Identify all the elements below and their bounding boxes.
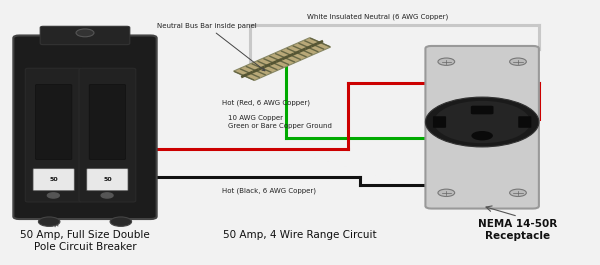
- Circle shape: [101, 193, 113, 198]
- FancyBboxPatch shape: [518, 116, 532, 128]
- Text: 50 Amp, Full Size Double
Pole Circuit Breaker: 50 Amp, Full Size Double Pole Circuit Br…: [20, 229, 150, 252]
- Circle shape: [425, 97, 539, 147]
- Circle shape: [38, 217, 60, 226]
- Text: Neutral Bus Bar inside panel: Neutral Bus Bar inside panel: [157, 23, 265, 71]
- FancyBboxPatch shape: [471, 106, 493, 114]
- Text: NEMA 14-50R
Receptacle: NEMA 14-50R Receptacle: [478, 219, 557, 241]
- Text: 50: 50: [50, 177, 58, 182]
- Circle shape: [110, 217, 131, 226]
- Text: 50: 50: [103, 177, 112, 182]
- Polygon shape: [233, 38, 331, 80]
- Text: Hot (Red, 6 AWG Copper): Hot (Red, 6 AWG Copper): [223, 100, 310, 106]
- Circle shape: [509, 189, 526, 196]
- Circle shape: [438, 189, 455, 196]
- Text: 10 AWG Copper
Green or Bare Copper Ground: 10 AWG Copper Green or Bare Copper Groun…: [229, 115, 332, 129]
- FancyBboxPatch shape: [87, 169, 128, 191]
- FancyBboxPatch shape: [25, 68, 82, 202]
- Circle shape: [509, 58, 526, 65]
- Text: Hot (Black, 6 AWG Copper): Hot (Black, 6 AWG Copper): [223, 188, 316, 194]
- FancyBboxPatch shape: [35, 85, 72, 160]
- FancyBboxPatch shape: [79, 68, 136, 202]
- Circle shape: [438, 58, 455, 65]
- Circle shape: [434, 101, 530, 143]
- FancyBboxPatch shape: [33, 169, 74, 191]
- Circle shape: [472, 131, 493, 140]
- FancyBboxPatch shape: [433, 116, 446, 128]
- Text: 50 Amp, 4 Wire Range Circuit: 50 Amp, 4 Wire Range Circuit: [223, 229, 377, 240]
- FancyBboxPatch shape: [425, 46, 539, 209]
- Circle shape: [47, 193, 59, 198]
- Text: White Insulated Neutral (6 AWG Copper): White Insulated Neutral (6 AWG Copper): [307, 13, 448, 20]
- FancyBboxPatch shape: [13, 36, 157, 219]
- Circle shape: [76, 29, 94, 37]
- FancyBboxPatch shape: [40, 26, 130, 45]
- FancyBboxPatch shape: [89, 85, 125, 160]
